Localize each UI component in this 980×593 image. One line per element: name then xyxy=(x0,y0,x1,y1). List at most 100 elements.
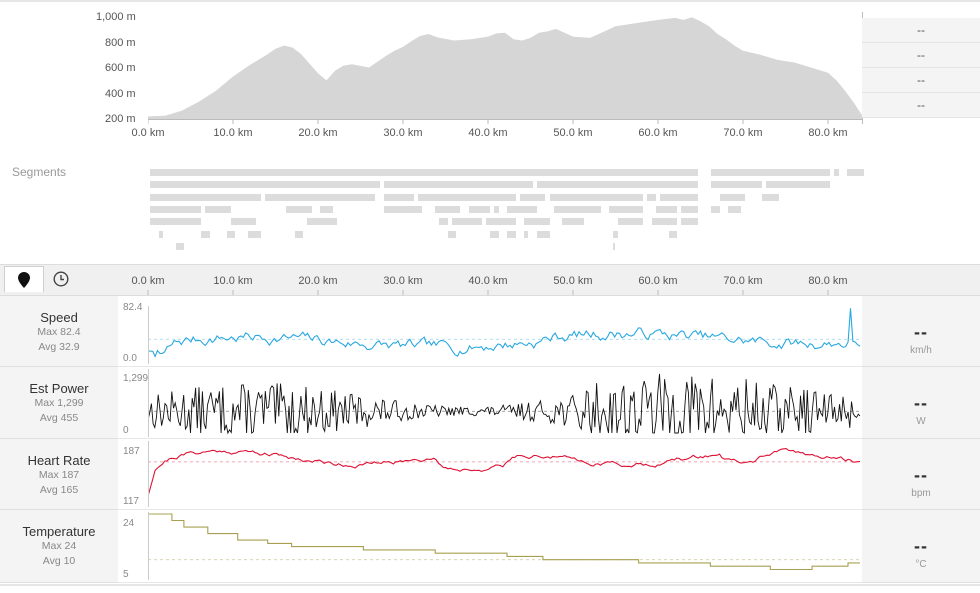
detail-x-tick: 10.0 km xyxy=(213,275,253,287)
segment-bar[interactable] xyxy=(150,205,201,213)
segment-bar[interactable] xyxy=(490,230,499,238)
segment-bar[interactable] xyxy=(205,205,231,213)
segment-bar[interactable] xyxy=(226,230,235,238)
segment-bar[interactable] xyxy=(383,193,414,201)
segment-bar[interactable] xyxy=(247,230,261,238)
segment-bar[interactable] xyxy=(332,218,337,226)
segment-bar[interactable] xyxy=(711,205,720,213)
temperature-value: -- xyxy=(914,536,928,556)
detail-x-axis xyxy=(147,290,829,295)
segment-bar[interactable] xyxy=(613,242,615,250)
segment-bar[interactable] xyxy=(150,181,380,189)
segment-bar[interactable] xyxy=(668,230,677,238)
power-y-min: 0 xyxy=(123,425,129,436)
segment-bar[interactable] xyxy=(711,169,830,176)
segment-bar[interactable] xyxy=(728,205,741,213)
temperature-panel[interactable]: Temperature Max 24 Avg 10 xyxy=(0,510,118,583)
heart-rate-panel[interactable]: Heart Rate Max 187 Avg 165 xyxy=(0,439,118,510)
segment-bar[interactable] xyxy=(647,193,656,201)
segment-bar[interactable] xyxy=(613,230,618,238)
elevation-y-tick: 800 m xyxy=(105,37,136,49)
elevation-readout: -- xyxy=(862,93,980,118)
segment-bar[interactable] xyxy=(617,218,643,226)
speed-unit: km/h xyxy=(910,345,932,356)
power-panel[interactable]: Est Power Max 1,299 Avg 455 xyxy=(0,367,118,439)
detail-x-tick: 80.0 km xyxy=(808,275,848,287)
segment-bar[interactable] xyxy=(230,218,257,226)
segment-bar[interactable] xyxy=(485,218,516,226)
detail-x-tick: 20.0 km xyxy=(298,275,338,287)
heart-rate-chart-area[interactable]: 187 117 xyxy=(118,439,862,510)
segment-bar[interactable] xyxy=(651,218,677,226)
segment-bar[interactable] xyxy=(660,193,699,201)
segment-bar[interactable] xyxy=(681,218,699,226)
segment-bar[interactable] xyxy=(766,181,830,189)
segment-bar[interactable] xyxy=(447,230,456,238)
segment-bar[interactable] xyxy=(519,193,546,201)
segment-bar[interactable] xyxy=(507,205,537,213)
segment-bar[interactable] xyxy=(201,230,210,238)
speed-chart-area[interactable]: 82.4 0.0 xyxy=(118,296,862,367)
power-max: Max 1,299 xyxy=(34,397,84,409)
segment-bar[interactable] xyxy=(562,218,584,226)
speed-y-min: 0.0 xyxy=(123,353,137,364)
segment-bar[interactable] xyxy=(847,169,864,176)
temperature-chart-area[interactable]: 24 5 xyxy=(118,510,862,583)
segment-bar[interactable] xyxy=(536,181,699,189)
segment-bar[interactable] xyxy=(264,193,376,201)
segment-bar[interactable] xyxy=(294,230,303,238)
segment-bar[interactable] xyxy=(451,218,482,226)
power-trace xyxy=(148,373,861,435)
segment-bar[interactable] xyxy=(609,205,643,213)
top-divider xyxy=(0,0,980,2)
detail-x-tick: 30.0 km xyxy=(383,275,423,287)
speed-y-max: 82.4 xyxy=(123,302,143,313)
segment-bar[interactable] xyxy=(834,169,839,176)
segment-bar[interactable] xyxy=(150,169,699,176)
segment-bar[interactable] xyxy=(549,193,643,201)
elevation-x-tick: 60.0 km xyxy=(638,127,678,139)
segment-bar[interactable] xyxy=(468,205,490,213)
segment-bar[interactable] xyxy=(536,230,550,238)
segment-bar[interactable] xyxy=(524,218,550,226)
bottom-divider xyxy=(0,584,980,586)
distance-mode-button[interactable] xyxy=(4,266,44,292)
segment-bar[interactable] xyxy=(417,193,516,201)
segment-bar[interactable] xyxy=(434,205,461,213)
power-chart-area[interactable]: 1,299 0 xyxy=(118,367,862,439)
segment-bar[interactable] xyxy=(158,230,163,238)
segment-bar[interactable] xyxy=(439,218,448,226)
temperature-readout: -- °C xyxy=(862,510,980,583)
segment-bar[interactable] xyxy=(383,181,533,189)
segment-bar[interactable] xyxy=(320,205,333,213)
segment-bar[interactable] xyxy=(719,193,745,201)
segments-title: Segments xyxy=(12,165,67,179)
elevation-chart[interactable] xyxy=(148,12,864,130)
heart-rate-unit: bpm xyxy=(911,488,931,499)
segment-bar[interactable] xyxy=(507,230,516,238)
speed-panel[interactable]: Speed Max 82.4 Avg 32.9 xyxy=(0,296,118,367)
heart-rate-max: Max 187 xyxy=(38,469,80,481)
elevation-area xyxy=(148,17,862,119)
segment-bar[interactable] xyxy=(711,181,762,189)
temperature-unit: °C xyxy=(915,559,927,570)
elevation-x-tick: 10.0 km xyxy=(213,127,253,139)
segment-bar[interactable] xyxy=(762,193,779,201)
segment-bar[interactable] xyxy=(307,218,333,226)
segment-bar[interactable] xyxy=(553,205,601,213)
segment-bar[interactable] xyxy=(175,242,184,250)
segment-bar[interactable] xyxy=(655,205,677,213)
elevation-readout: -- xyxy=(862,43,980,68)
segment-bar[interactable] xyxy=(681,205,699,213)
segment-bar[interactable] xyxy=(150,218,201,226)
segment-bar[interactable] xyxy=(494,205,499,213)
temperature-max: Max 24 xyxy=(41,540,77,552)
time-mode-button[interactable] xyxy=(42,266,80,291)
segment-bar[interactable] xyxy=(286,205,312,213)
temperature-y-max: 24 xyxy=(123,518,135,529)
elevation-y-tick: 600 m xyxy=(105,62,136,74)
segment-bar[interactable] xyxy=(383,205,422,213)
segment-bar[interactable] xyxy=(150,193,261,201)
elevation-y-tick: 400 m xyxy=(105,88,136,100)
segment-bar[interactable] xyxy=(524,230,529,238)
